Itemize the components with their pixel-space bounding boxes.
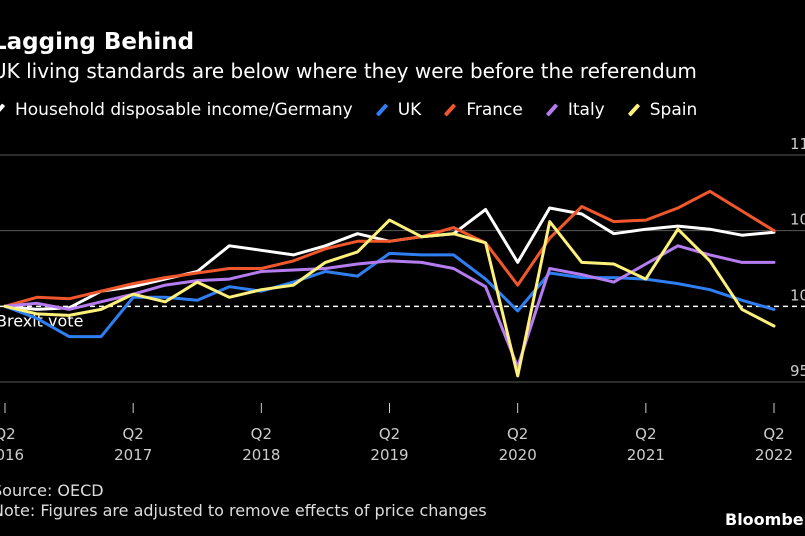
legend-label: Italy (567, 100, 605, 120)
baseline: Brexit vote (0, 305, 805, 330)
x-tick-label: Q2 (122, 425, 143, 443)
y-tick-label: 100 (790, 286, 805, 304)
x-tick-year-label: 2022 (755, 446, 793, 464)
legend-label: France (466, 100, 523, 120)
x-tick-year-label: 2019 (370, 446, 408, 464)
legend-item: Spain (627, 100, 698, 120)
source-note: Source: OECD (0, 481, 104, 500)
legend-label: Spain (649, 100, 698, 120)
y-tick-label: 110 (790, 135, 805, 153)
x-tick-label: Q2 (379, 425, 400, 443)
legend-label: Household disposable income/Germany (15, 100, 353, 120)
gridlines (0, 154, 805, 383)
legend-item: France (443, 100, 523, 120)
x-tick-year-label: 2018 (242, 446, 280, 464)
x-tick-year-label: 2021 (627, 446, 665, 464)
brand-logo-text: Bloomberg (725, 510, 805, 529)
x-tick-label: Q2 (763, 425, 784, 443)
y-tick-label: 95 (790, 362, 805, 380)
series-lines (3, 189, 776, 378)
x-tick-year-label: 2020 (499, 446, 537, 464)
x-tick-year-label: 2017 (114, 446, 152, 464)
legend-label: UK (397, 100, 422, 120)
series-line (3, 251, 776, 339)
chart-title: Lagging Behind (0, 29, 195, 55)
x-tick-label: Q2 (635, 425, 656, 443)
legend-item: Household disposable income/Germany (0, 100, 353, 120)
legend-item: UK (375, 100, 422, 120)
y-tick-label: 105 (790, 211, 805, 229)
y-axis-labels: 95 100 105 110 (790, 135, 805, 380)
x-tick-label: Q2 (251, 425, 272, 443)
series-line (3, 218, 776, 378)
series-line (3, 189, 776, 308)
x-tick-label: Q2 (507, 425, 528, 443)
footnote: Note: Figures are adjusted to remove eff… (0, 501, 487, 520)
x-tick-label: Q2 (0, 425, 16, 443)
legend-item: Italy (545, 100, 605, 120)
legend: Household disposable income/Germany UK Fra… (0, 100, 719, 120)
chart-subtitle: UK living standards are below where they… (0, 59, 697, 83)
